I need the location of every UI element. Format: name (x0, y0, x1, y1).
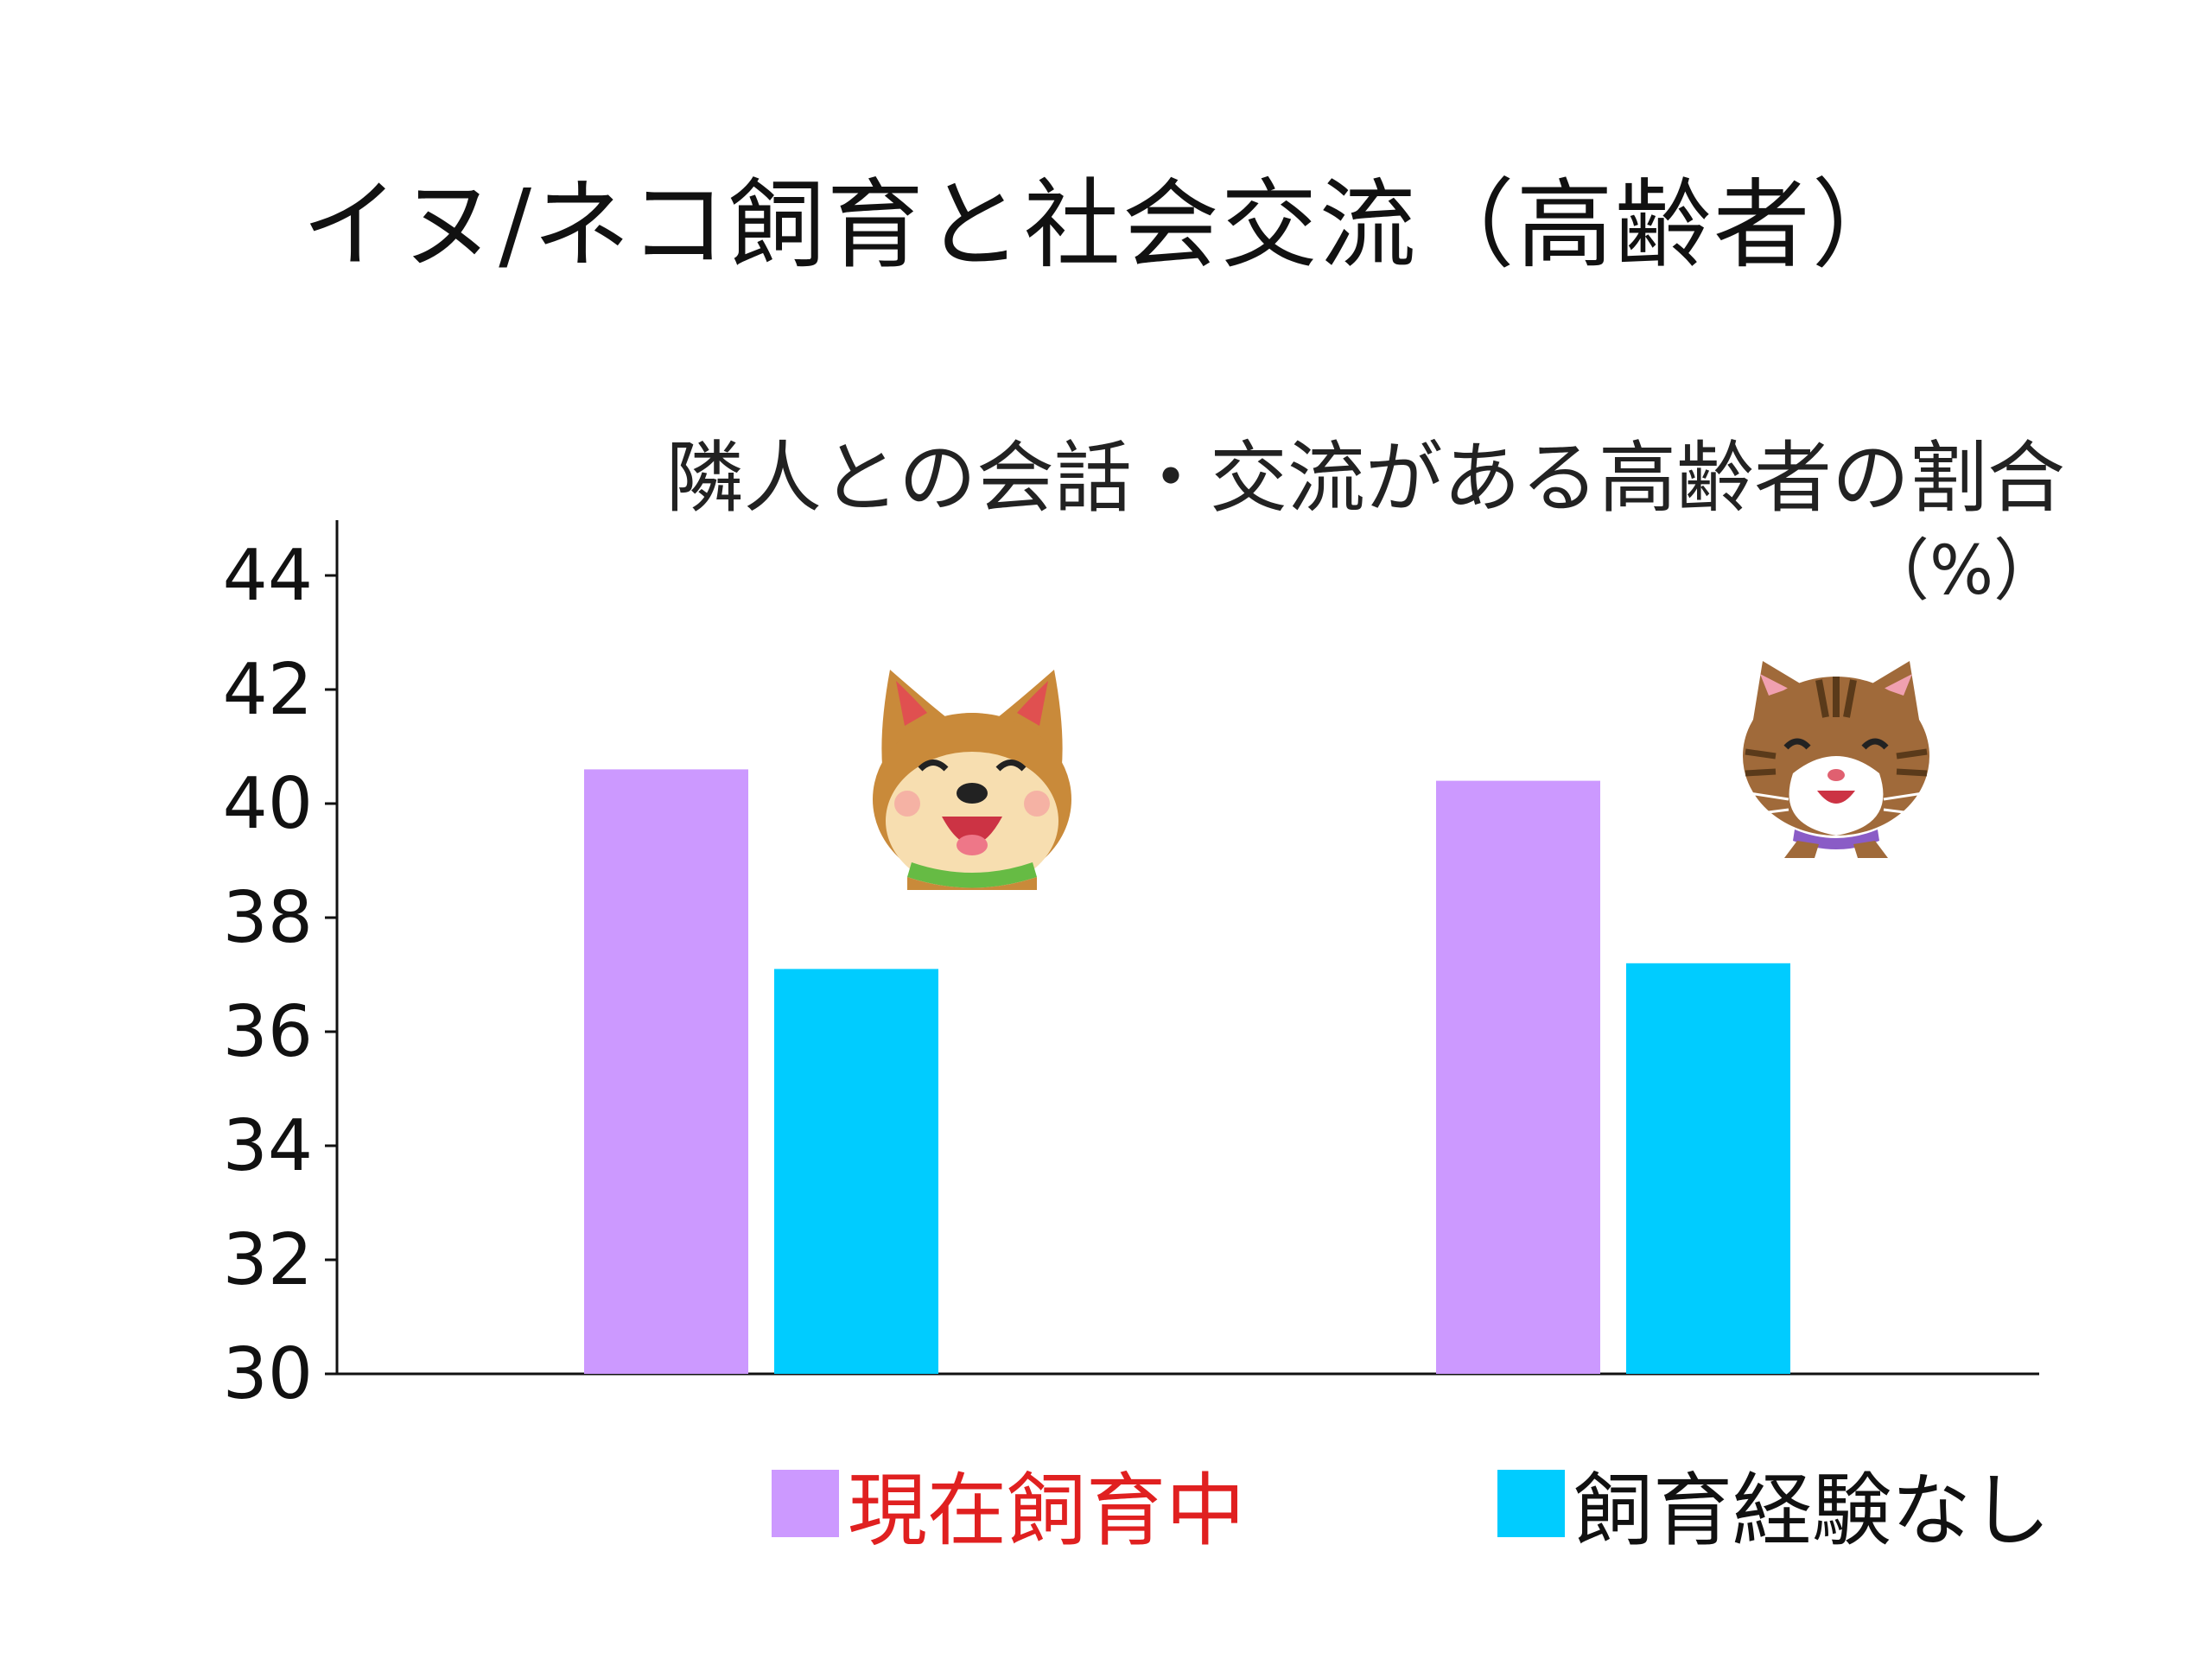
legend-label-current: 現在飼育中 (848, 1464, 1246, 1557)
legend-current: 現在飼育中 (772, 1452, 1245, 1557)
legend-never: 飼育経験なし (1497, 1452, 2050, 1557)
y-tick-label: 34 (223, 1105, 313, 1187)
chart-title: 隣人との会話・交流がある高齢者の割合 (665, 433, 2065, 524)
bar-never-dog (774, 969, 938, 1374)
y-tick-label: 44 (223, 535, 313, 617)
bar-never-cat (1626, 963, 1790, 1374)
bar-current-dog (584, 769, 748, 1374)
y-tick-label: 36 (223, 991, 313, 1073)
y-tick-label: 42 (223, 649, 313, 731)
unit-label: （%） (1861, 532, 2062, 610)
legend-swatch-current (772, 1470, 839, 1537)
bar-current-cat (1436, 780, 1600, 1374)
cat-icon (1732, 661, 1941, 858)
y-tick-label: 38 (223, 877, 313, 959)
y-tick-label: 40 (223, 763, 313, 845)
y-tick-label: 30 (223, 1333, 313, 1415)
dog-icon (873, 670, 1071, 890)
legend-swatch-never (1497, 1470, 1565, 1537)
slide-title: イヌ/ネコ飼育と社会交流（高齢者） (302, 169, 1910, 282)
bars (584, 769, 1790, 1374)
legend-label-never: 飼育経験なし (1573, 1464, 2051, 1557)
y-tick-label: 32 (223, 1219, 313, 1301)
